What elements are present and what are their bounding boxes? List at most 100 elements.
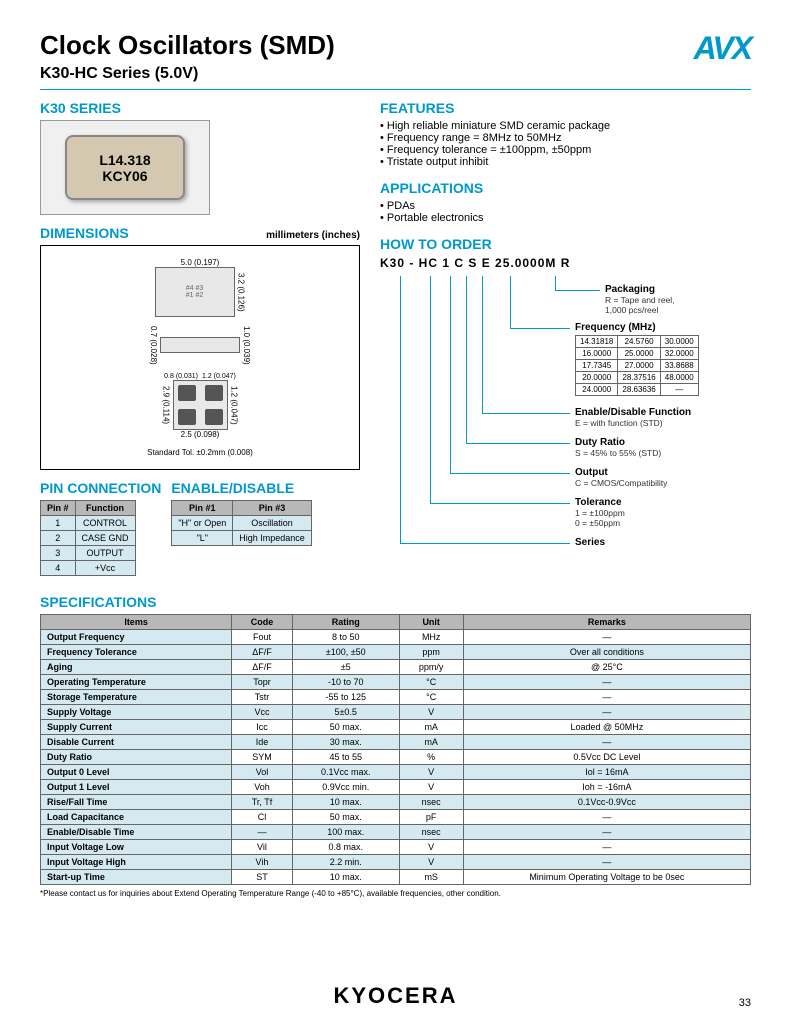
page-header: Clock Oscillators (SMD) K30-HC Series (5…	[40, 30, 751, 83]
header-divider	[40, 89, 751, 90]
freq-cell: 17.7345	[576, 360, 618, 372]
order-code: K30 - HC 1 C S E 25.0000M R	[380, 256, 751, 270]
dim-tolerance: Standard Tol. ±0.2mm (0.008)	[147, 448, 253, 457]
dim-top-view: #4 #3#1 #2	[155, 267, 235, 317]
page-footer: KYOCERA 33	[0, 983, 791, 1009]
table-row: Supply VoltageVcc5±0.5V—	[41, 705, 751, 720]
table-row: Disable CurrentIde30 max.mA—	[41, 735, 751, 750]
table-row: Input Voltage LowVil0.8 max.V—	[41, 840, 751, 855]
dimensions-title: DIMENSIONS	[40, 225, 129, 241]
table-cell: Loaded @ 50MHz	[463, 720, 750, 735]
table-cell: ST	[232, 870, 293, 885]
table-cell: V	[399, 780, 463, 795]
dim-side-h: 1.0 (0.039)	[242, 326, 251, 365]
freq-cell: 20.0000	[576, 372, 618, 384]
table-row: 4+Vcc	[41, 561, 136, 576]
table-cell: Load Capacitance	[41, 810, 232, 825]
table-row: Operating TemperatureTopr-10 to 70°C—	[41, 675, 751, 690]
table-cell: Over all conditions	[463, 645, 750, 660]
table-cell: Frequency Tolerance	[41, 645, 232, 660]
duty-desc: S = 45% to 55% (STD)	[575, 448, 661, 458]
table-row: Frequency ToleranceΔF/F±100, ±50ppmOver …	[41, 645, 751, 660]
table-cell: Start-up Time	[41, 870, 232, 885]
table-cell: Storage Temperature	[41, 690, 232, 705]
table-header: Remarks	[463, 615, 750, 630]
freq-cell: 16.0000	[576, 348, 618, 360]
dim-btm-h: 2.9 (0.114)	[162, 386, 171, 424]
order-diagram: Packaging R = Tape and reel, 1,000 pcs/r…	[380, 276, 751, 566]
freq-row: 20.000028.3751648.0000	[576, 372, 699, 384]
dim-btm-w: 2.5 (0.098)	[181, 430, 220, 439]
table-cell: Duty Ratio	[41, 750, 232, 765]
pin-enable-row: PIN CONNECTION Pin #Function 1CONTROL2CA…	[40, 480, 360, 576]
table-cell: 8 to 50	[292, 630, 399, 645]
series-label: Series	[575, 537, 605, 548]
table-cell: —	[463, 840, 750, 855]
freq-cell: 48.0000	[660, 372, 698, 384]
table-header: Items	[41, 615, 232, 630]
dim-pad-h: 1.2 (0.047)	[230, 386, 239, 425]
tol-label: Tolerance	[575, 497, 625, 508]
order-series: Series	[575, 537, 605, 548]
table-cell: —	[463, 630, 750, 645]
features-list: High reliable miniature SMD ceramic pack…	[380, 120, 751, 168]
table-cell: "H" or Open	[172, 516, 233, 531]
duty-label: Duty Ratio	[575, 437, 661, 448]
freq-cell: 24.0000	[576, 384, 618, 396]
packaging-desc: R = Tape and reel, 1,000 pcs/reel	[605, 295, 675, 315]
table-row: AgingΔF/F±5ppm/y@ 25°C	[41, 660, 751, 675]
table-row: 3OUTPUT	[41, 546, 136, 561]
table-cell: Input Voltage High	[41, 855, 232, 870]
content-area: K30 SERIES L14.318 KCY06 DIMENSIONS mill…	[40, 100, 751, 586]
table-cell: °C	[399, 690, 463, 705]
features-block: FEATURES High reliable miniature SMD cer…	[380, 100, 751, 168]
app-item: Portable electronics	[380, 212, 751, 224]
table-header: Pin #3	[233, 501, 312, 516]
table-cell: 2	[41, 531, 76, 546]
table-cell: 4	[41, 561, 76, 576]
page-title: Clock Oscillators (SMD)	[40, 30, 335, 61]
enable-desc: E = with function (STD)	[575, 418, 691, 428]
product-image: L14.318 KCY06	[40, 120, 210, 215]
table-cell: 0.1Vcc-0.9Vcc	[463, 795, 750, 810]
table-header: Rating	[292, 615, 399, 630]
order-tolerance: Tolerance 1 = ±100ppm 0 = ±50ppm	[575, 497, 625, 528]
table-cell: MHz	[399, 630, 463, 645]
freq-row: 14.3181824.576030.0000	[576, 336, 699, 348]
table-cell: 0.5Vcc DC Level	[463, 750, 750, 765]
table-cell: Supply Current	[41, 720, 232, 735]
enable-disable-block: ENABLE/DISABLE Pin #1Pin #3 "H" or OpenO…	[171, 480, 311, 576]
table-row: Load CapacitanceCl50 max.pF—	[41, 810, 751, 825]
freq-cell: 28.37516	[618, 372, 660, 384]
table-cell: 1	[41, 516, 76, 531]
table-cell: SYM	[232, 750, 293, 765]
table-cell: mA	[399, 735, 463, 750]
page-subtitle: K30-HC Series (5.0V)	[40, 65, 335, 83]
dim-pad-w: 1.2 (0.047)	[202, 373, 236, 380]
table-cell: nsec	[399, 825, 463, 840]
spec-title: SPECIFICATIONS	[40, 594, 751, 610]
table-cell: Vih	[232, 855, 293, 870]
table-cell: Output 1 Level	[41, 780, 232, 795]
table-cell: 50 max.	[292, 720, 399, 735]
table-cell: High Impedance	[233, 531, 312, 546]
table-cell: Output Frequency	[41, 630, 232, 645]
features-title: FEATURES	[380, 100, 751, 116]
table-cell: 50 max.	[292, 810, 399, 825]
freq-label: Frequency (MHz)	[575, 322, 699, 333]
table-cell: ΔF/F	[232, 660, 293, 675]
freq-row: 16.000025.000032.0000	[576, 348, 699, 360]
table-cell: ±5	[292, 660, 399, 675]
table-row: Supply CurrentIcc50 max.mALoaded @ 50MHz	[41, 720, 751, 735]
enable-label: Enable/Disable Function	[575, 407, 691, 418]
order-title: HOW TO ORDER	[380, 236, 751, 252]
table-cell: 0.8 max.	[292, 840, 399, 855]
table-cell: OUTPUT	[75, 546, 135, 561]
table-cell: 3	[41, 546, 76, 561]
dim-top-w: 5.0 (0.197)	[181, 258, 220, 267]
table-cell: V	[399, 705, 463, 720]
table-cell: ±100, ±50	[292, 645, 399, 660]
how-to-order-block: HOW TO ORDER K30 - HC 1 C S E 25.0000M R…	[380, 236, 751, 566]
table-cell: Oscillation	[233, 516, 312, 531]
table-cell: Vil	[232, 840, 293, 855]
